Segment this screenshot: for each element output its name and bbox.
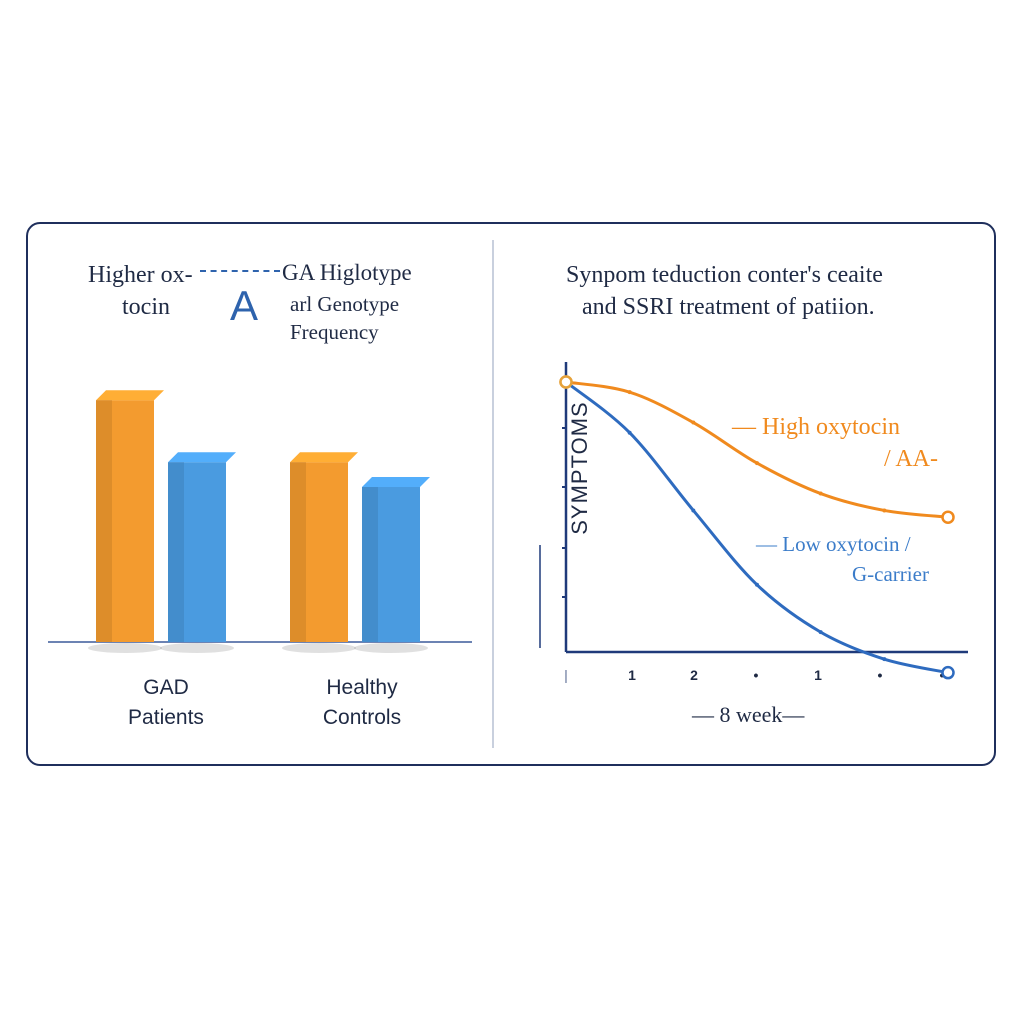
x-axis-label: — 8 week—: [692, 702, 805, 727]
series-line-high-oxytocin: [565, 380, 949, 519]
x-tick-label-6: •: [878, 667, 883, 683]
x-tick-label-2: 1: [628, 667, 636, 683]
bar-gad-series-1-side: [96, 400, 112, 642]
bar-healthy-series-1-side: [290, 462, 306, 642]
left-title-line-1: Higher ox-: [88, 262, 193, 288]
left-title-line-4: arl Genotype: [290, 292, 400, 316]
point-high-oxytocin-1: [627, 390, 632, 395]
point-high-oxytocin-5: [882, 508, 887, 513]
title-dash-mark: [200, 270, 280, 282]
bar-group-label-healthy: Healthy Controls: [292, 676, 432, 730]
x-tick-label-5: 1: [814, 667, 822, 683]
left-title-allele-letter: A: [230, 282, 259, 329]
series-line-low-oxytocin: [565, 380, 949, 675]
bar-healthy-series-1-top: [290, 452, 358, 463]
point-low-oxytocin-4: [818, 630, 823, 635]
point-low-oxytocin-2: [691, 508, 696, 513]
x-tick-label-1: |: [564, 667, 568, 683]
x-tick-label-3: 2: [690, 667, 698, 683]
bar-gad-series-2-side: [168, 462, 184, 642]
left-title-line-2: tocin: [122, 294, 170, 320]
bar-group-label-gad: GAD Patients: [96, 676, 236, 730]
legend-low-oxytocin-line-1: — Low oxytocin /: [756, 532, 911, 556]
bar-group-label-healthy-line-2: Controls: [322, 706, 402, 729]
bar-healthy-series-2-side: [362, 487, 378, 642]
bar-healthy-series-2-top: [362, 477, 430, 487]
point-high-oxytocin-4: [818, 491, 823, 496]
point-low-oxytocin-5: [882, 657, 887, 662]
legend-high-oxytocin-line-2: / AA-: [884, 446, 938, 472]
left-title-line-5: Frequency: [290, 320, 379, 344]
left-title-line-3: GA Higlotype: [282, 260, 412, 285]
bar-gad-series-2-top: [168, 452, 236, 463]
bar-group-label-gad-line-1: GAD: [143, 676, 189, 699]
bar-gad-series-1-top: [96, 390, 164, 401]
point-high-oxytocin-6: [941, 510, 955, 524]
point-low-oxytocin-0: [559, 375, 573, 389]
point-low-oxytocin-1: [627, 430, 632, 435]
bar-gad-series-2-shadow: [160, 643, 234, 653]
point-high-oxytocin-2: [691, 420, 696, 425]
right-title-line-2: and SSRI treatment of patiion.: [582, 294, 875, 320]
bar-gad-series-1-shadow: [88, 643, 162, 653]
panel-divider: [492, 240, 494, 748]
bar-healthy-series-1-shadow: [282, 643, 356, 653]
point-low-oxytocin-3: [755, 582, 759, 587]
legend-low-oxytocin-line-2: G-carrier: [852, 562, 929, 586]
bar-healthy-series-2-shadow: [354, 643, 428, 653]
right-title-line-1: Synpom teduction conter's ceaite: [566, 262, 883, 288]
legend-high-oxytocin-line-1: — High oxytocin: [732, 414, 900, 440]
point-high-oxytocin-3: [755, 461, 759, 466]
point-low-oxytocin-6: [941, 665, 955, 680]
x-tick-label-4: •: [754, 667, 759, 683]
bar-group-label-healthy-line-1: Healthy: [326, 676, 398, 699]
bar-group-label-gad-line-2: Patients: [128, 706, 204, 729]
